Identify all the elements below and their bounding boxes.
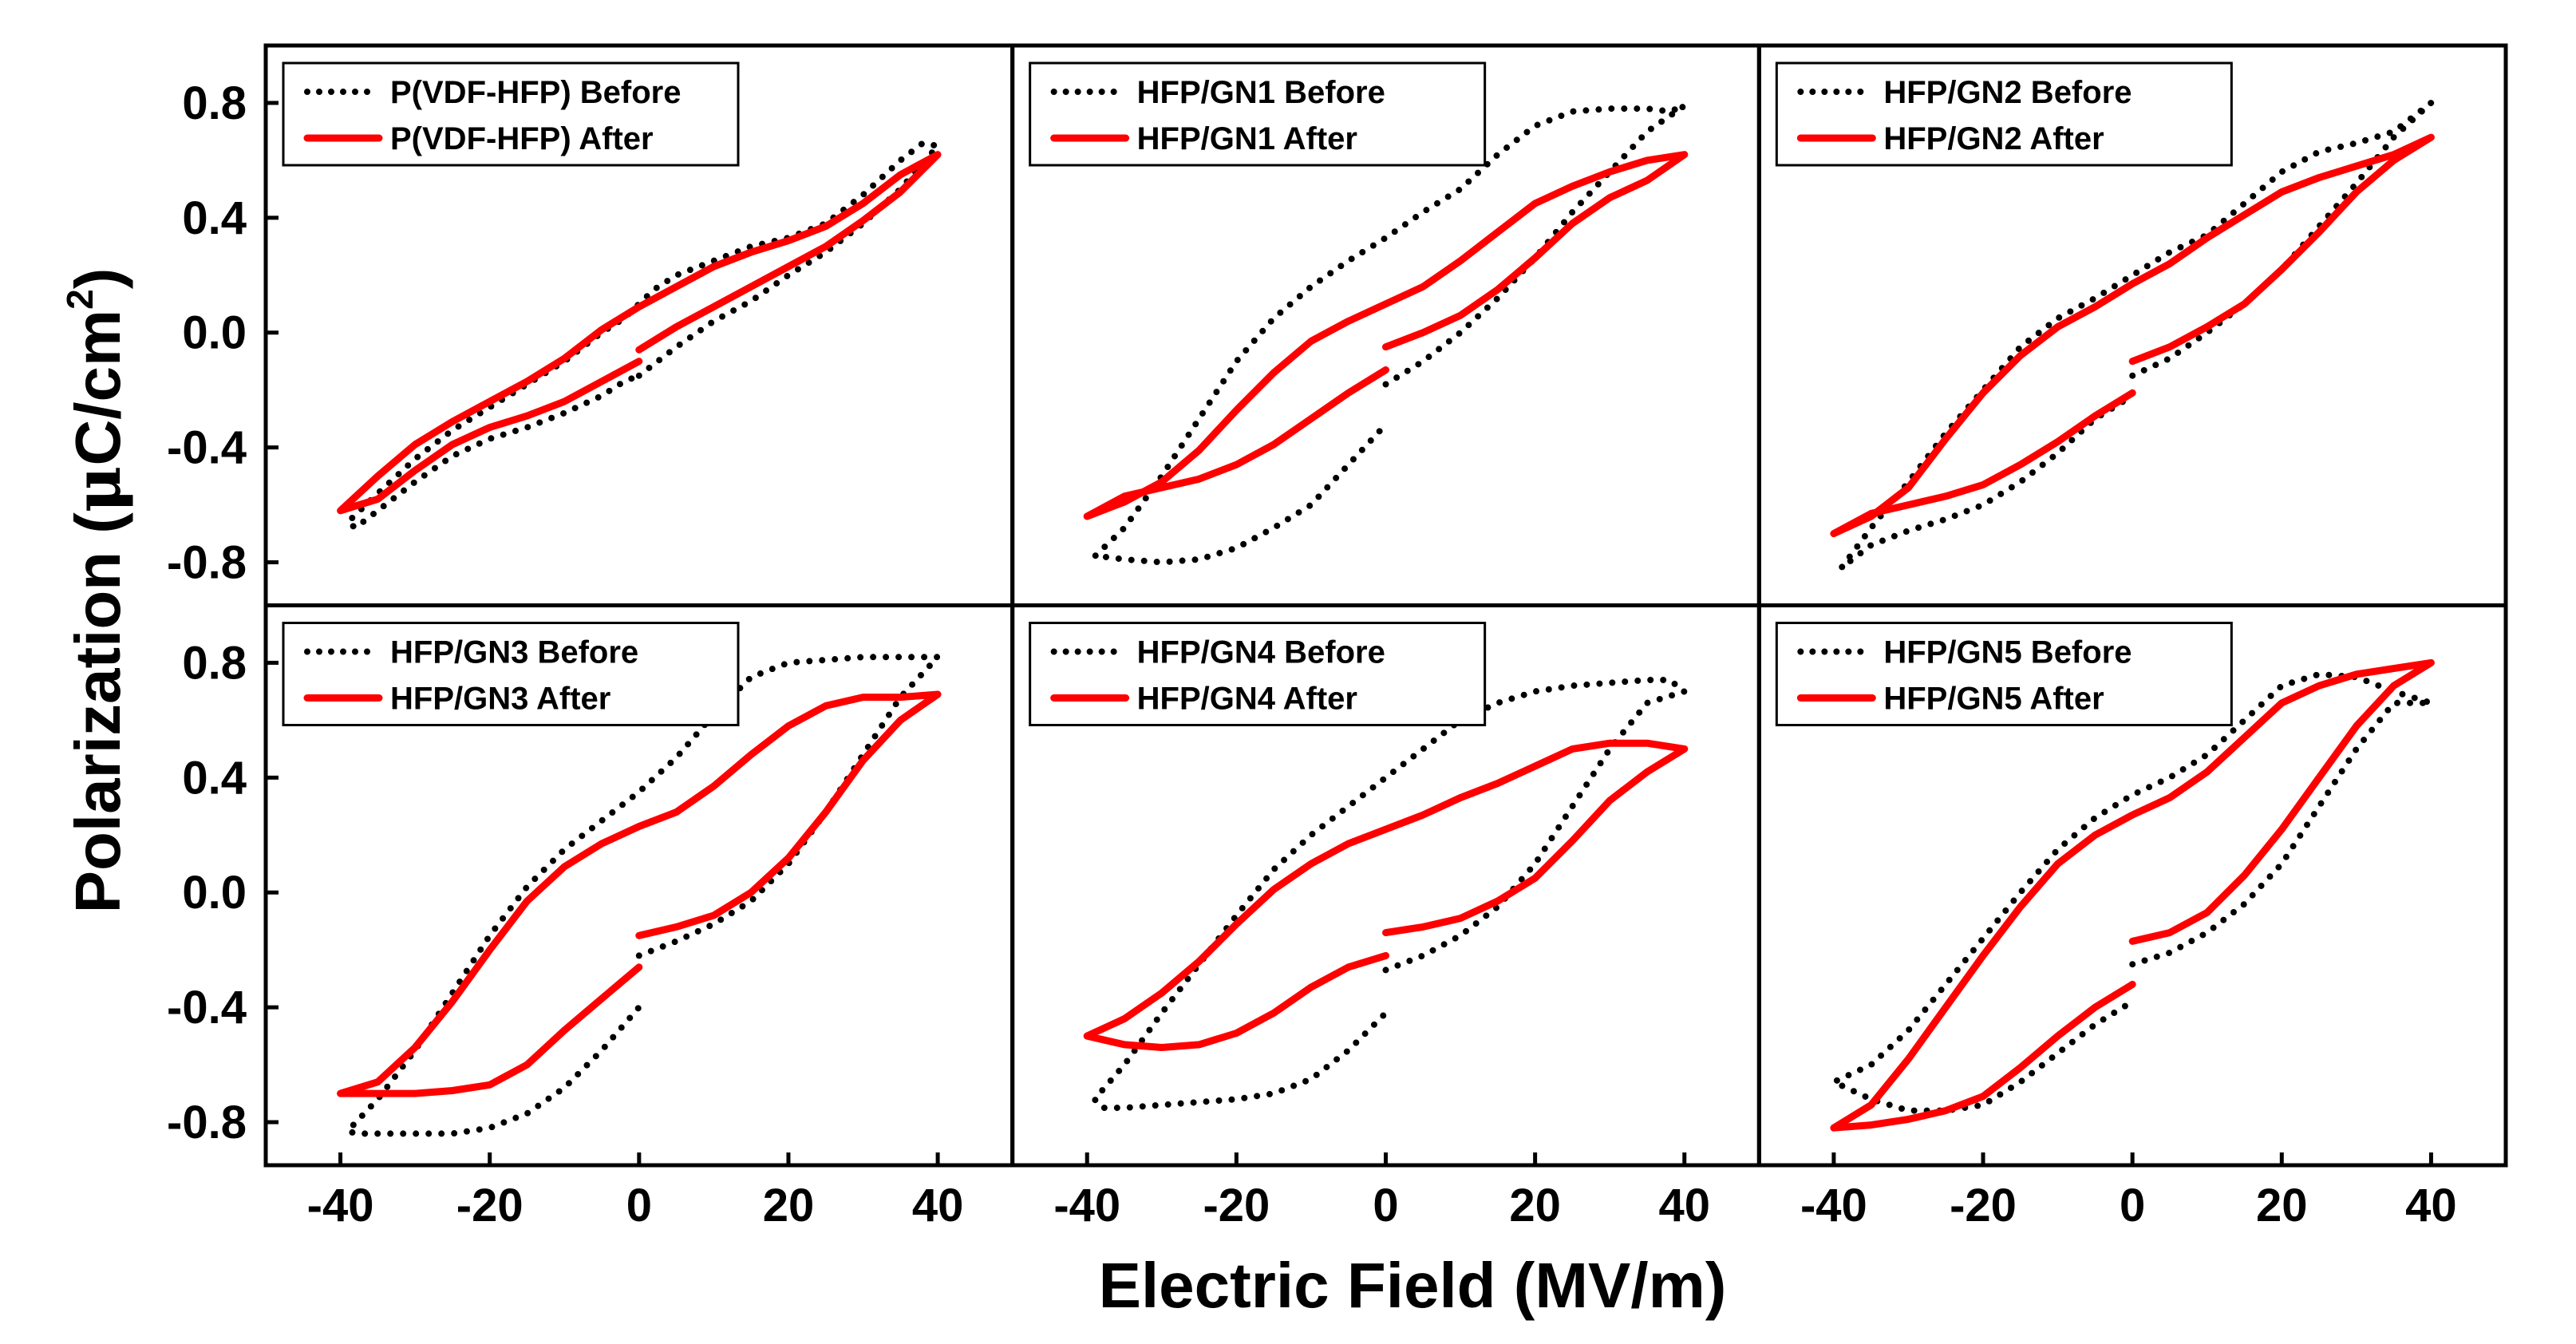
- x-tick-label: -20: [456, 1180, 523, 1231]
- x-tick-label: 40: [912, 1180, 964, 1231]
- panel-curves: [1830, 658, 2435, 1132]
- legend-frame: [282, 622, 740, 726]
- legend-entry-before: HFP/GN1 Before: [1137, 75, 1385, 110]
- panel-6: -40 -20 0 20 40 HFP/GN5 Before HFP/GN5 After: [1756, 603, 2508, 1231]
- y-tick-label: 0.8: [182, 77, 247, 129]
- x-axis-title: Electric Field (MV/m): [1099, 1250, 1727, 1321]
- y-tick-label: -0.4: [167, 982, 247, 1034]
- legend-entry-before: P(VDF-HFP) Before: [390, 75, 681, 110]
- series-before-line: [344, 654, 942, 1137]
- legend-frame: [1029, 61, 1487, 167]
- panel-curves: [1083, 677, 1689, 1112]
- panel-curves: [1830, 99, 2435, 571]
- panel-5: -40 -20 0 20 40 HFP/GN4 Before HFP/GN4 After: [1010, 603, 1761, 1231]
- x-tick-label: 20: [763, 1180, 815, 1231]
- legend-entry-after: HFP/GN4 After: [1137, 682, 1357, 717]
- y-axis-title-main: Polarization (: [62, 512, 133, 914]
- panel-2: HFP/GN1 Before HFP/GN1 After: [1010, 43, 1761, 607]
- panel-4: 0.8 0.4 0.0 -0.4 -0.8 -40 -20 0 20 40 HFP/GN3 Befo…: [167, 603, 1015, 1231]
- panel-curves: [1083, 102, 1689, 566]
- y-tick-label: -0.4: [167, 422, 247, 474]
- x-tick-label: 0: [1373, 1180, 1398, 1231]
- y-axis-title-close: ): [62, 268, 133, 290]
- x-tick-label: 20: [1509, 1180, 1561, 1231]
- series-before-line: [344, 140, 942, 532]
- series-after-line: [337, 690, 942, 1097]
- series-after-line: [1830, 133, 2435, 538]
- series-after-line: [1083, 739, 1689, 1051]
- legend-entry-before: HFP/GN4 Before: [1137, 635, 1385, 670]
- panel-legend: HFP/GN3 Before HFP/GN3 After: [282, 622, 740, 726]
- x-tick-label: 40: [1659, 1180, 1711, 1231]
- y-tick-label: 0.0: [182, 307, 247, 359]
- legend-entry-after: HFP/GN2 After: [1883, 121, 2104, 156]
- panel-1: 0.80.40.0-0.4-0.8P(VDF-HFP) BeforeP(VDF-…: [167, 43, 1015, 607]
- x-tick-label: 40: [2405, 1180, 2457, 1231]
- legend-entry-after: P(VDF-HFP) After: [390, 121, 654, 156]
- x-tick-label: 0: [626, 1180, 652, 1231]
- panel-legend: P(VDF-HFP) Before P(VDF-HFP) After: [282, 61, 740, 167]
- y-axis-title-mu: μ: [60, 466, 135, 513]
- legend-entry-after: HFP/GN3 After: [390, 682, 610, 717]
- y-tick-label: -0.8: [167, 537, 247, 589]
- series-after-line: [337, 151, 942, 515]
- legend-frame: [282, 61, 740, 167]
- y-tick-label: 0.8: [182, 637, 247, 689]
- legend-entry-before: HFP/GN2 Before: [1883, 75, 2132, 110]
- panel-curves: [337, 140, 942, 532]
- x-tick-label: 20: [2256, 1180, 2308, 1231]
- legend-frame: [1775, 622, 2233, 726]
- panel-3: HFP/GN2 Before HFP/GN2 After: [1756, 43, 2508, 607]
- legend-frame: [1775, 61, 2233, 167]
- x-tick-label: 0: [2120, 1180, 2145, 1231]
- y-tick-label: 0.0: [182, 867, 247, 919]
- x-tick-label: -40: [1800, 1180, 1867, 1231]
- series-before-line: [1830, 670, 2435, 1114]
- x-tick-label: -40: [307, 1180, 374, 1231]
- x-tick-label: -20: [1203, 1180, 1270, 1231]
- panel-legend: HFP/GN1 Before HFP/GN1 After: [1029, 61, 1487, 167]
- series-before-line: [1838, 99, 2435, 571]
- y-tick-label: 0.4: [182, 752, 247, 804]
- panel-legend: HFP/GN2 Before HFP/GN2 After: [1775, 61, 2233, 167]
- y-tick-label: -0.8: [167, 1097, 247, 1148]
- y-axis-title-sup: 2: [59, 289, 101, 310]
- panel-legend: HFP/GN5 Before HFP/GN5 After: [1775, 622, 2233, 726]
- legend-entry-before: HFP/GN3 Before: [390, 635, 638, 670]
- series-before-line: [1091, 102, 1688, 566]
- y-axis-title: Polarization (μC/cm2): [59, 268, 135, 914]
- panel-curves: [337, 654, 942, 1137]
- legend-frame: [1029, 622, 1487, 726]
- legend-entry-before: HFP/GN5 Before: [1883, 635, 2132, 670]
- legend-entry-after: HFP/GN1 After: [1137, 121, 1357, 156]
- x-tick-label: -40: [1053, 1180, 1120, 1231]
- legend-entry-after: HFP/GN5 After: [1883, 682, 2104, 717]
- x-tick-label: -20: [1950, 1180, 2017, 1231]
- series-after-line: [1830, 658, 2435, 1132]
- panel-legend: HFP/GN4 Before HFP/GN4 After: [1029, 622, 1487, 726]
- y-tick-label: 0.4: [182, 192, 247, 244]
- series-after-line: [1083, 151, 1689, 520]
- y-axis-title-unit: C/cm: [62, 310, 133, 466]
- panels-layer: 0.80.40.0-0.4-0.8P(VDF-HFP) BeforeP(VDF-…: [167, 43, 2508, 1231]
